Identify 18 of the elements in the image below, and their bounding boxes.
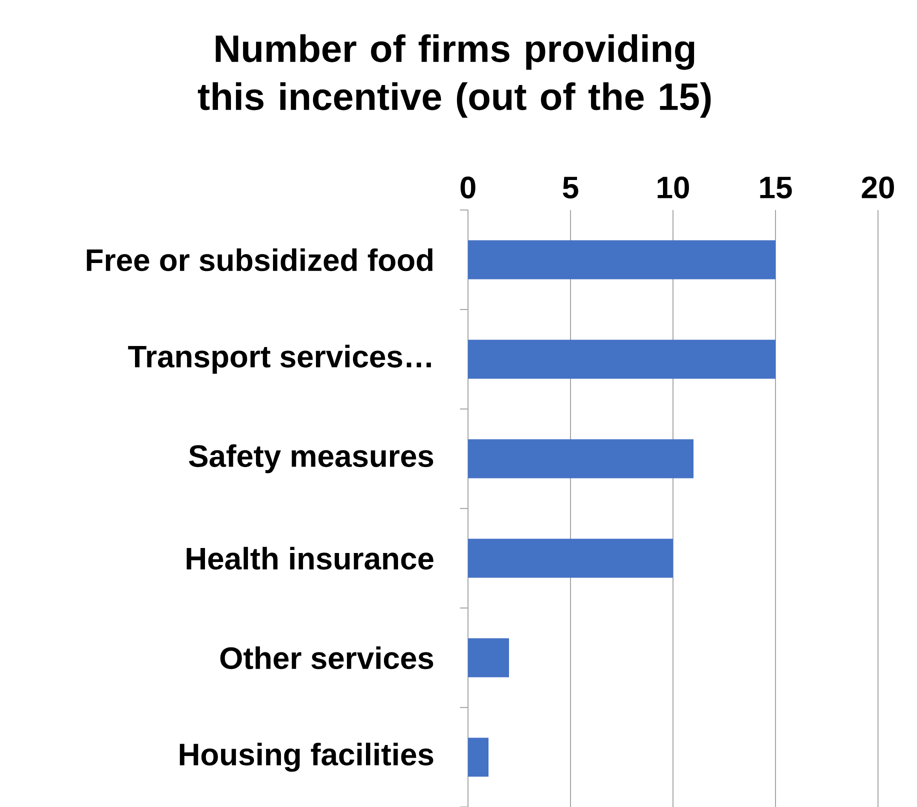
bar (468, 240, 776, 280)
bar (468, 738, 489, 777)
y-tick-label: Transport services… (128, 344, 431, 374)
y-tick-label: Safety measures (188, 444, 434, 474)
bar (468, 439, 694, 478)
chart-title: Number of firms providing this incentive (out of the 15) (198, 34, 711, 118)
y-tick-label: Free or subsidized food (86, 248, 432, 272)
x-tick-label: 5 (562, 176, 578, 198)
x-tick-label: 0 (460, 176, 476, 198)
y-tick-label: Housing facilities (180, 742, 434, 772)
bar (468, 538, 674, 578)
x-tick-label: 20 (862, 176, 894, 198)
y-tick-label: Other services (220, 646, 434, 670)
bar (468, 340, 776, 379)
y-tick-label: Health insurance (186, 546, 434, 570)
x-tick-label: 15 (760, 176, 792, 198)
x-tick-label: 10 (658, 176, 689, 198)
bar (468, 638, 510, 678)
